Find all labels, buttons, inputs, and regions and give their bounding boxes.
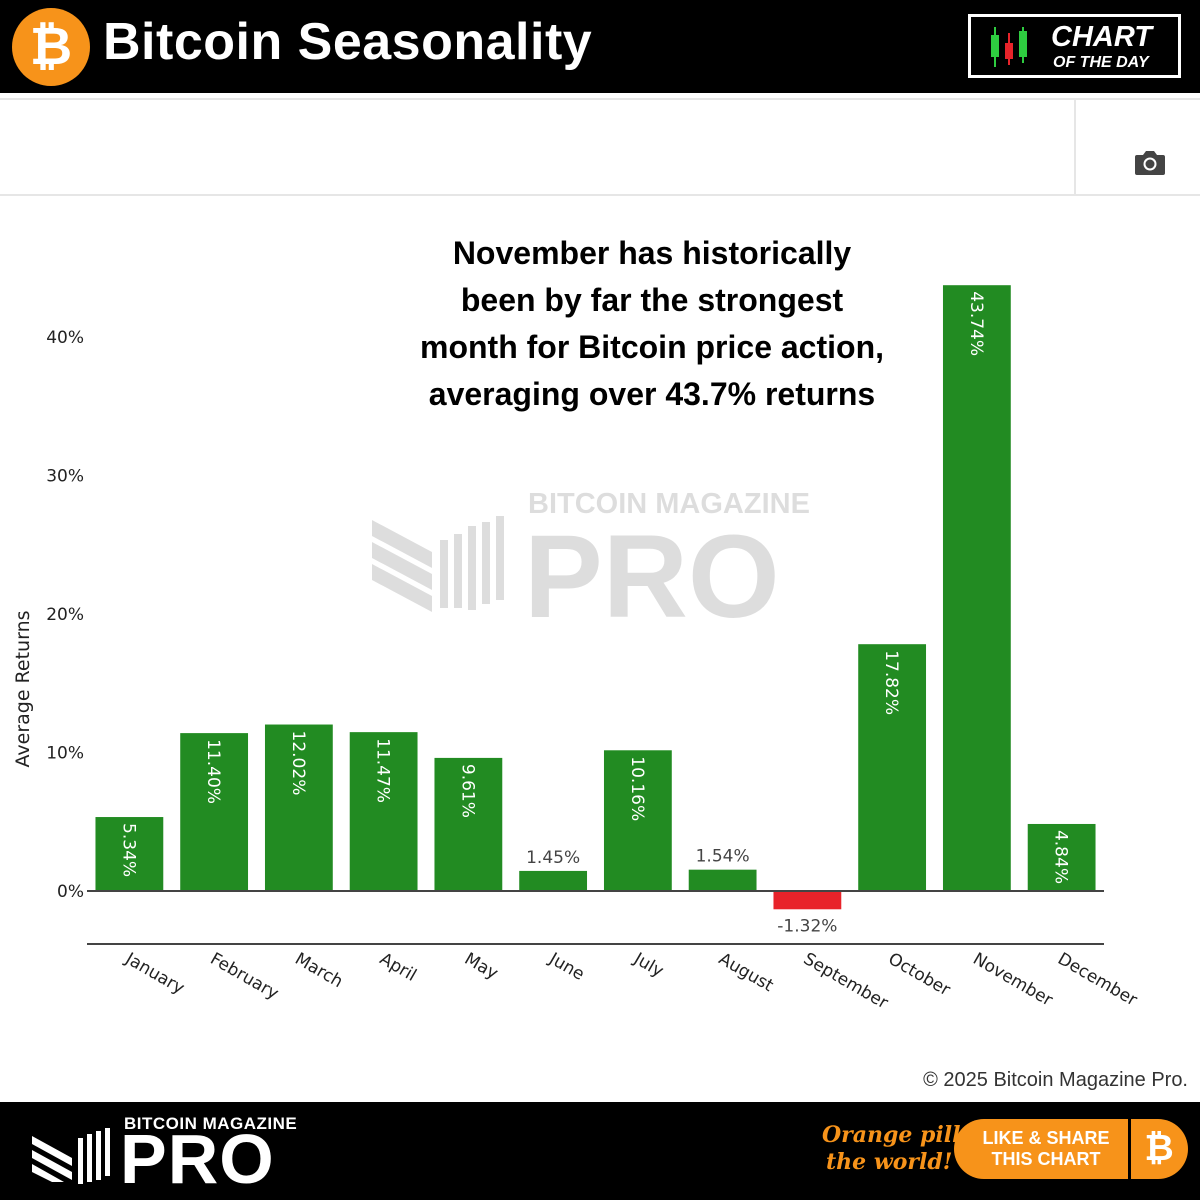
watermark-main-text: PRO <box>524 511 780 643</box>
x-tick-label: October <box>885 949 954 1000</box>
y-tick-label: 0% <box>57 882 84 902</box>
candlestick-icon <box>991 27 1027 67</box>
y-tick-label: 10% <box>46 744 84 764</box>
bar-value-label: 11.47% <box>373 738 393 803</box>
share-button-label: LIKE & SHARE THIS CHART <box>964 1128 1128 1170</box>
share-divider <box>1128 1119 1131 1179</box>
watermark-logo-icon <box>372 516 504 612</box>
bar-value-label: 11.40% <box>203 739 223 804</box>
bar-series: 5.34% 11.40% 12.02% 11.47% 9.61% 1.45% 10.16% 1… <box>95 285 1096 936</box>
x-tick-label: July <box>630 949 667 982</box>
bar-june <box>519 870 588 891</box>
bar-march <box>264 724 333 891</box>
x-tick-label: March <box>291 949 346 992</box>
share-line-2: THIS CHART <box>991 1149 1101 1169</box>
bar-september <box>773 891 842 910</box>
bar-april <box>349 732 418 891</box>
y-tick-label: 20% <box>46 605 84 625</box>
header-bar: ₿ Bitcoin Seasonality CHART OF THE DAY <box>0 0 1200 93</box>
like-share-button[interactable]: LIKE & SHARE THIS CHART ₿ <box>954 1119 1188 1179</box>
chart-annotation: November has historically been by far th… <box>352 230 952 418</box>
bar-value-label: 17.82% <box>881 650 901 715</box>
camera-icon[interactable] <box>1134 148 1166 178</box>
annotation-line-3: month for Bitcoin price action, <box>419 329 884 365</box>
seasonality-chart: BITCOIN MAGAZINE PRO Average Returns 0% 1… <box>12 285 1140 1014</box>
bar-value-label: 1.54% <box>696 847 750 867</box>
bitcoin-icon: ₿ <box>1144 1128 1174 1169</box>
bar-august <box>688 869 757 891</box>
y-axis-title: Average Returns <box>12 610 34 767</box>
annotation-line-4: averaging over 43.7% returns <box>428 376 876 412</box>
footer-bar: BITCOIN MAGAZINE PRO Orange pill the wor… <box>0 1102 1200 1200</box>
toolbar-divider <box>1074 100 1076 194</box>
bar-value-label: 1.45% <box>526 848 580 868</box>
bar-value-label: 5.34% <box>118 823 138 877</box>
bar-november <box>942 285 1011 891</box>
bar-february <box>180 733 249 891</box>
annotation-line-2: been by far the strongest <box>460 282 844 318</box>
bar-value-label: 9.61% <box>457 764 477 818</box>
x-tick-label: May <box>461 949 501 984</box>
watermark: BITCOIN MAGAZINE PRO <box>372 488 810 643</box>
y-axis: 0% 10% 20% 30% 40% <box>46 328 84 902</box>
bar-july <box>603 750 672 891</box>
x-tick-label: June <box>545 949 588 985</box>
bar-december <box>1027 823 1096 891</box>
x-tick-label: December <box>1054 949 1140 1010</box>
tagline-line-1: Orange pill <box>822 1122 961 1148</box>
badge-line-1: CHART <box>1051 21 1152 53</box>
x-tick-label: November <box>969 949 1056 1011</box>
pro-logo-icon <box>32 1128 110 1184</box>
bar-value-label: 4.84% <box>1051 830 1071 884</box>
y-tick-label: 30% <box>46 467 84 487</box>
x-tick-label: April <box>376 949 420 986</box>
copyright-text: © 2025 Bitcoin Magazine Pro. <box>923 1069 1188 1091</box>
bar-january <box>95 817 164 891</box>
x-axis: January February March April May June July Augu… <box>121 949 1140 1014</box>
annotation-line-1: November has historically <box>452 235 852 271</box>
bar-may <box>434 757 503 891</box>
x-tick-label: September <box>800 949 891 1013</box>
x-tick-label: January <box>121 949 188 999</box>
page-title: Bitcoin Seasonality <box>103 13 593 71</box>
bar-value-label: 12.02% <box>288 731 308 796</box>
tagline: Orange pill the world! <box>822 1122 961 1176</box>
y-tick-label: 40% <box>46 328 84 348</box>
footer-brand-top: BITCOIN MAGAZINE <box>124 1114 298 1133</box>
x-tick-label: February <box>207 949 282 1004</box>
watermark-top-text: BITCOIN MAGAZINE <box>528 488 810 520</box>
bar-value-label: -1.32% <box>777 916 837 936</box>
x-tick-label: August <box>715 949 777 996</box>
share-line-1: LIKE & SHARE <box>982 1128 1110 1148</box>
chart-of-the-day-badge: CHART OF THE DAY <box>968 14 1181 78</box>
footer-brand-main: PRO <box>120 1120 275 1198</box>
badge-line-2: OF THE DAY <box>1053 54 1149 71</box>
bar-october <box>858 644 927 891</box>
bar-value-label: 10.16% <box>627 756 647 821</box>
chart-toolbar <box>0 98 1200 196</box>
bar-value-label: 43.74% <box>966 291 986 356</box>
tagline-line-2: the world! <box>826 1149 953 1175</box>
bitcoin-logo-icon: ₿ <box>12 8 90 86</box>
